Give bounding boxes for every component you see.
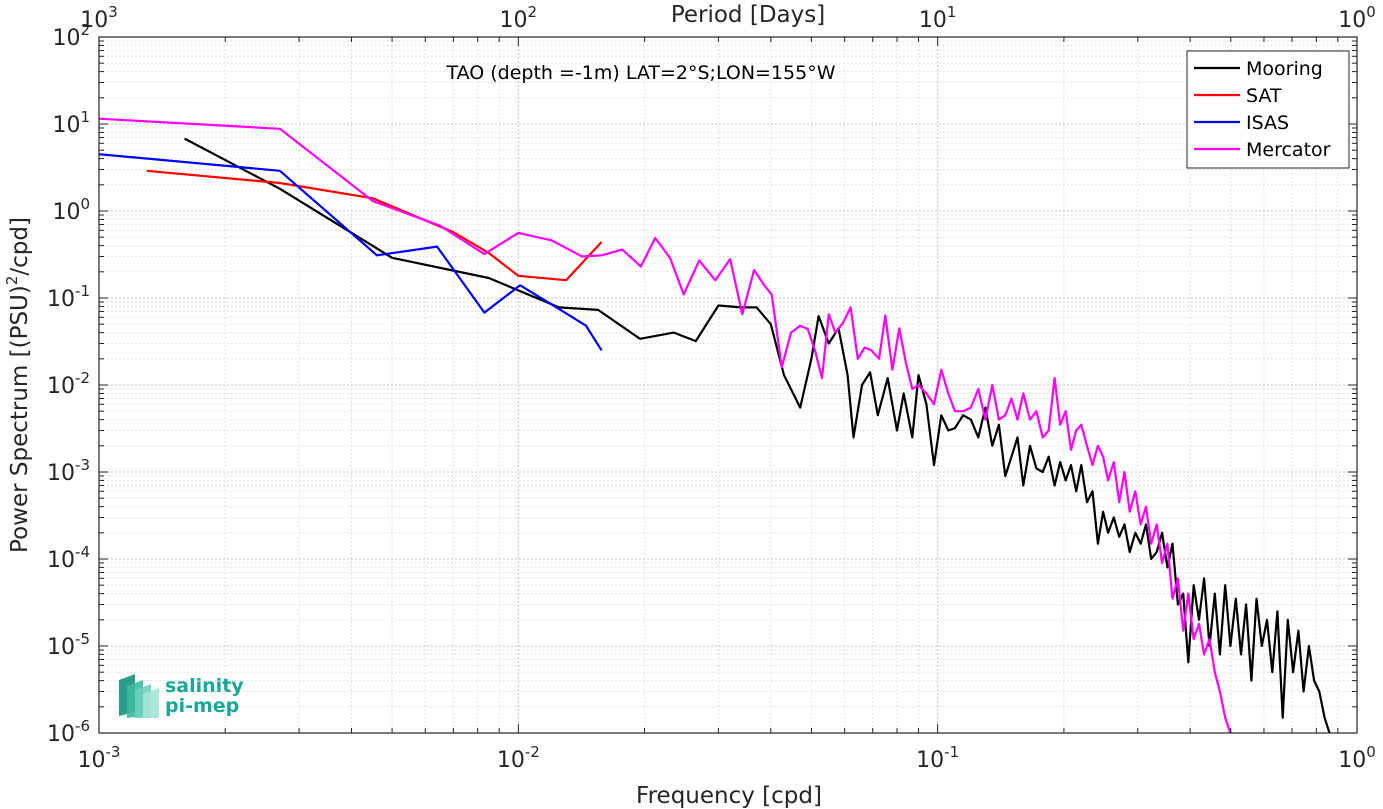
y-axis-label-tail: /cpd]: [7, 217, 33, 276]
legend: Mooring SAT ISAS Mercator: [1186, 50, 1350, 169]
series-line-mooring: [184, 137, 1331, 734]
series-line-isas: [98, 153, 603, 351]
salinity-pi-mep-logo: salinity pi-mep: [119, 674, 244, 718]
tick-marks: [98, 36, 1358, 734]
logo-line2: pi-mep: [165, 695, 239, 717]
logo-line1: salinity: [165, 675, 244, 697]
y-tick-label: 10-5: [47, 630, 90, 660]
y-tick-label: 102: [52, 21, 90, 51]
y-tick-label: 10-2: [47, 369, 90, 399]
y-axis-label-main: Power Spectrum [(PSU): [7, 285, 33, 553]
legend-label-isas: ISAS: [1246, 112, 1289, 134]
top-x-tick-label: 100: [1338, 3, 1376, 33]
legend-label-mooring: Mooring: [1246, 58, 1323, 80]
top-x-tick-label: 101: [919, 3, 957, 33]
x-axis-label: Frequency [cpd]: [636, 783, 822, 809]
x-tick-label: 100: [1338, 743, 1376, 773]
y-tick-label: 100: [52, 195, 90, 225]
y-tick-label: 101: [52, 108, 90, 138]
y-axis-label-sup: 2: [3, 276, 21, 286]
top-x-tick-label: 103: [80, 3, 118, 33]
y-tick-label: 10-3: [47, 456, 90, 486]
legend-label-mercator: Mercator: [1246, 139, 1331, 161]
y-tick-label: 10-1: [47, 282, 90, 312]
y-axis-label: Power Spectrum [(PSU)2/cpd]: [3, 217, 33, 553]
legend-label-sat: SAT: [1246, 85, 1282, 107]
series-line-mercator: [98, 117, 1232, 734]
series-layer: [98, 117, 1331, 734]
top-x-axis-label: Period [Days]: [671, 2, 825, 28]
top-x-tick-label: 102: [500, 3, 538, 33]
y-tick-label: 10-6: [47, 717, 90, 747]
y-tick-label: 10-4: [47, 543, 90, 573]
x-tick-label: 10-1: [916, 743, 959, 773]
x-tick-label: 10-3: [78, 743, 121, 773]
x-tick-label: 10-2: [497, 743, 540, 773]
chart-annotation: TAO (depth =-1m) LAT=2°S;LON=155°W: [445, 62, 835, 84]
